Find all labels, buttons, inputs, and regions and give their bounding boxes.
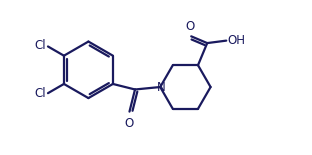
Text: O: O	[185, 20, 194, 33]
Text: Cl: Cl	[34, 39, 46, 52]
Text: O: O	[125, 117, 134, 130]
Text: N: N	[156, 81, 165, 93]
Text: Cl: Cl	[34, 87, 46, 100]
Text: OH: OH	[228, 34, 246, 47]
